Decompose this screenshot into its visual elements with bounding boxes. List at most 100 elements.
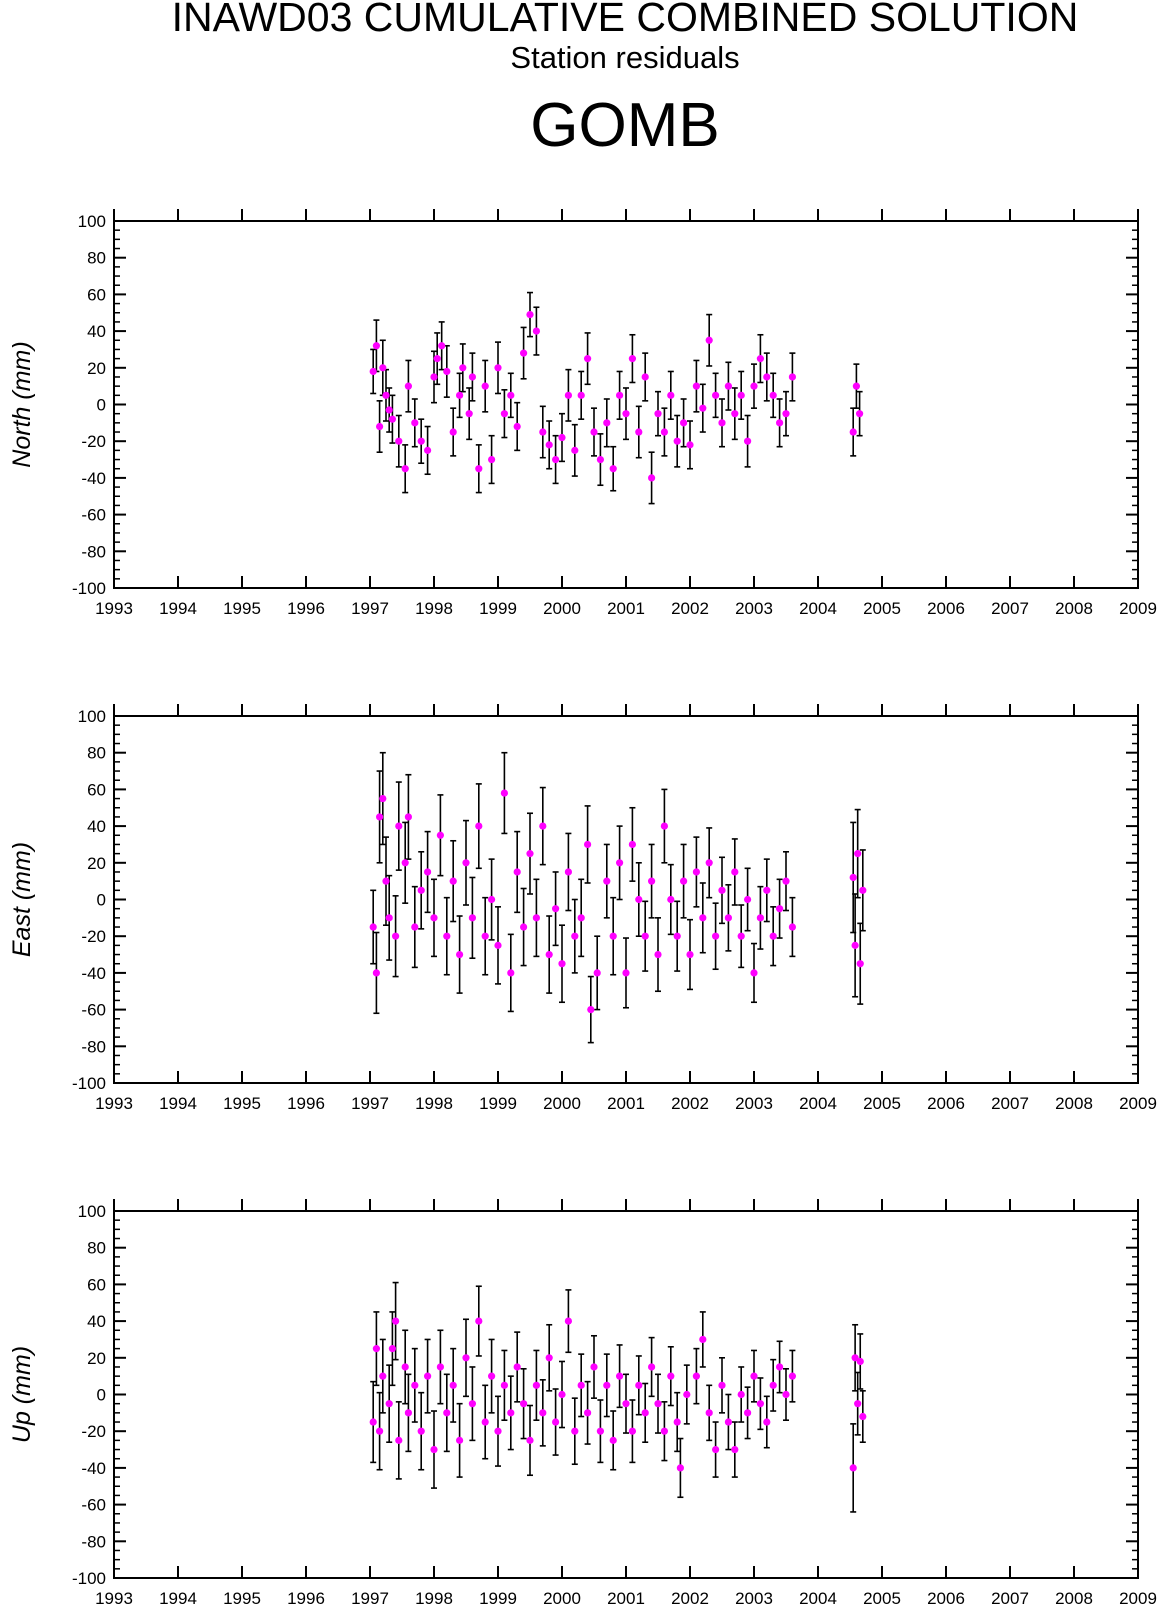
data-point	[856, 1357, 864, 1366]
data-point	[788, 923, 797, 931]
data-point	[859, 1412, 867, 1421]
y-tick-label: 60	[87, 780, 106, 799]
data-point	[756, 1400, 765, 1408]
y-tick-label: 60	[87, 1275, 106, 1294]
data-point	[564, 1317, 573, 1325]
data-point	[545, 441, 553, 449]
data-point	[718, 886, 726, 894]
x-tick-label: 2007	[991, 1094, 1029, 1113]
x-tick-label: 1994	[159, 1589, 197, 1608]
x-tick-label: 2007	[991, 599, 1029, 618]
east-axis-label: East (mm)	[8, 842, 36, 957]
data-point	[449, 428, 457, 436]
data-point	[571, 446, 579, 454]
x-tick-label: 1996	[287, 1094, 325, 1113]
data-point	[705, 1409, 713, 1417]
data-point	[648, 1363, 656, 1371]
x-tick-label: 1995	[223, 1094, 261, 1113]
x-tick-label: 2009	[1119, 1589, 1157, 1608]
data-point	[552, 905, 560, 913]
data-point	[756, 914, 765, 922]
data-point	[667, 1372, 675, 1380]
data-point	[692, 1372, 701, 1380]
y-tick-label: -60	[81, 1496, 106, 1515]
data-point	[532, 914, 541, 922]
data-point	[849, 873, 857, 882]
data-point	[372, 1345, 380, 1353]
data-point	[676, 1464, 685, 1472]
data-point	[724, 914, 733, 922]
data-point	[587, 1006, 595, 1014]
data-point	[660, 428, 669, 436]
y-tick-label: 60	[87, 285, 106, 304]
data-point	[692, 868, 701, 876]
y-tick-label: -100	[72, 1074, 106, 1093]
x-tick-label: 2003	[735, 599, 773, 618]
y-tick-label: -60	[81, 1001, 106, 1020]
data-point	[526, 310, 534, 319]
data-point	[731, 1445, 739, 1454]
subtitle: Station residuals	[510, 40, 740, 75]
data-point	[673, 437, 681, 445]
data-point	[628, 840, 637, 849]
x-tick-label: 2009	[1119, 1094, 1157, 1113]
data-point	[641, 932, 649, 940]
data-point	[369, 367, 377, 376]
x-tick-label: 2004	[799, 1589, 837, 1608]
data-point	[744, 437, 752, 445]
data-point	[443, 1409, 451, 1417]
data-point	[430, 914, 438, 922]
data-point	[488, 1372, 496, 1380]
data-point	[376, 1427, 384, 1435]
data-point	[660, 1427, 669, 1435]
data-point	[763, 373, 771, 381]
data-point	[558, 960, 566, 968]
data-point	[520, 1400, 528, 1408]
data-point	[532, 1381, 541, 1389]
y-tick-label: 80	[87, 249, 106, 268]
data-point	[635, 895, 643, 904]
data-point	[705, 859, 713, 867]
data-point	[699, 1335, 707, 1344]
data-point	[737, 932, 745, 940]
data-point	[520, 923, 528, 931]
data-point	[417, 886, 425, 894]
data-point	[609, 1436, 617, 1444]
data-point	[545, 1354, 553, 1362]
data-point	[456, 391, 464, 399]
data-point	[854, 1400, 862, 1408]
data-point	[788, 373, 797, 381]
data-point	[750, 382, 758, 390]
data-point	[737, 391, 745, 399]
data-point	[571, 1427, 579, 1435]
x-tick-label: 2008	[1055, 1094, 1093, 1113]
data-point	[507, 969, 515, 977]
y-tick-label: -80	[81, 1037, 106, 1056]
y-tick-label: -100	[72, 1569, 106, 1588]
x-tick-label: 1998	[415, 599, 453, 618]
x-tick-label: 1994	[159, 599, 197, 618]
data-point	[648, 877, 656, 885]
y-tick-label: 0	[97, 891, 106, 910]
data-point	[449, 877, 457, 885]
x-tick-label: 1999	[479, 1589, 517, 1608]
x-tick-label: 2006	[927, 1094, 965, 1113]
x-tick-label: 2001	[607, 599, 645, 618]
data-point	[731, 868, 739, 876]
data-point	[382, 877, 390, 885]
data-point	[577, 1381, 585, 1389]
data-point	[424, 1372, 432, 1380]
data-point	[856, 410, 864, 418]
x-tick-label: 1997	[351, 599, 389, 618]
x-tick-label: 2008	[1055, 599, 1093, 618]
data-point	[776, 1363, 784, 1371]
data-point	[369, 1418, 377, 1426]
data-point	[385, 406, 393, 414]
x-tick-label: 1999	[479, 599, 517, 618]
data-point	[782, 1390, 790, 1399]
x-tick-label: 1997	[351, 1094, 389, 1113]
x-tick-label: 2006	[927, 1589, 965, 1608]
data-point	[488, 895, 496, 904]
data-point	[401, 1363, 409, 1371]
x-tick-label: 2000	[543, 1094, 581, 1113]
